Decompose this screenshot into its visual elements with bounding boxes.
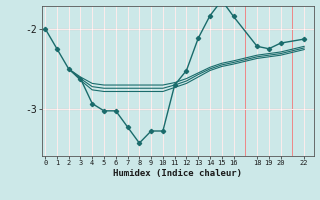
X-axis label: Humidex (Indice chaleur): Humidex (Indice chaleur) [113, 169, 242, 178]
